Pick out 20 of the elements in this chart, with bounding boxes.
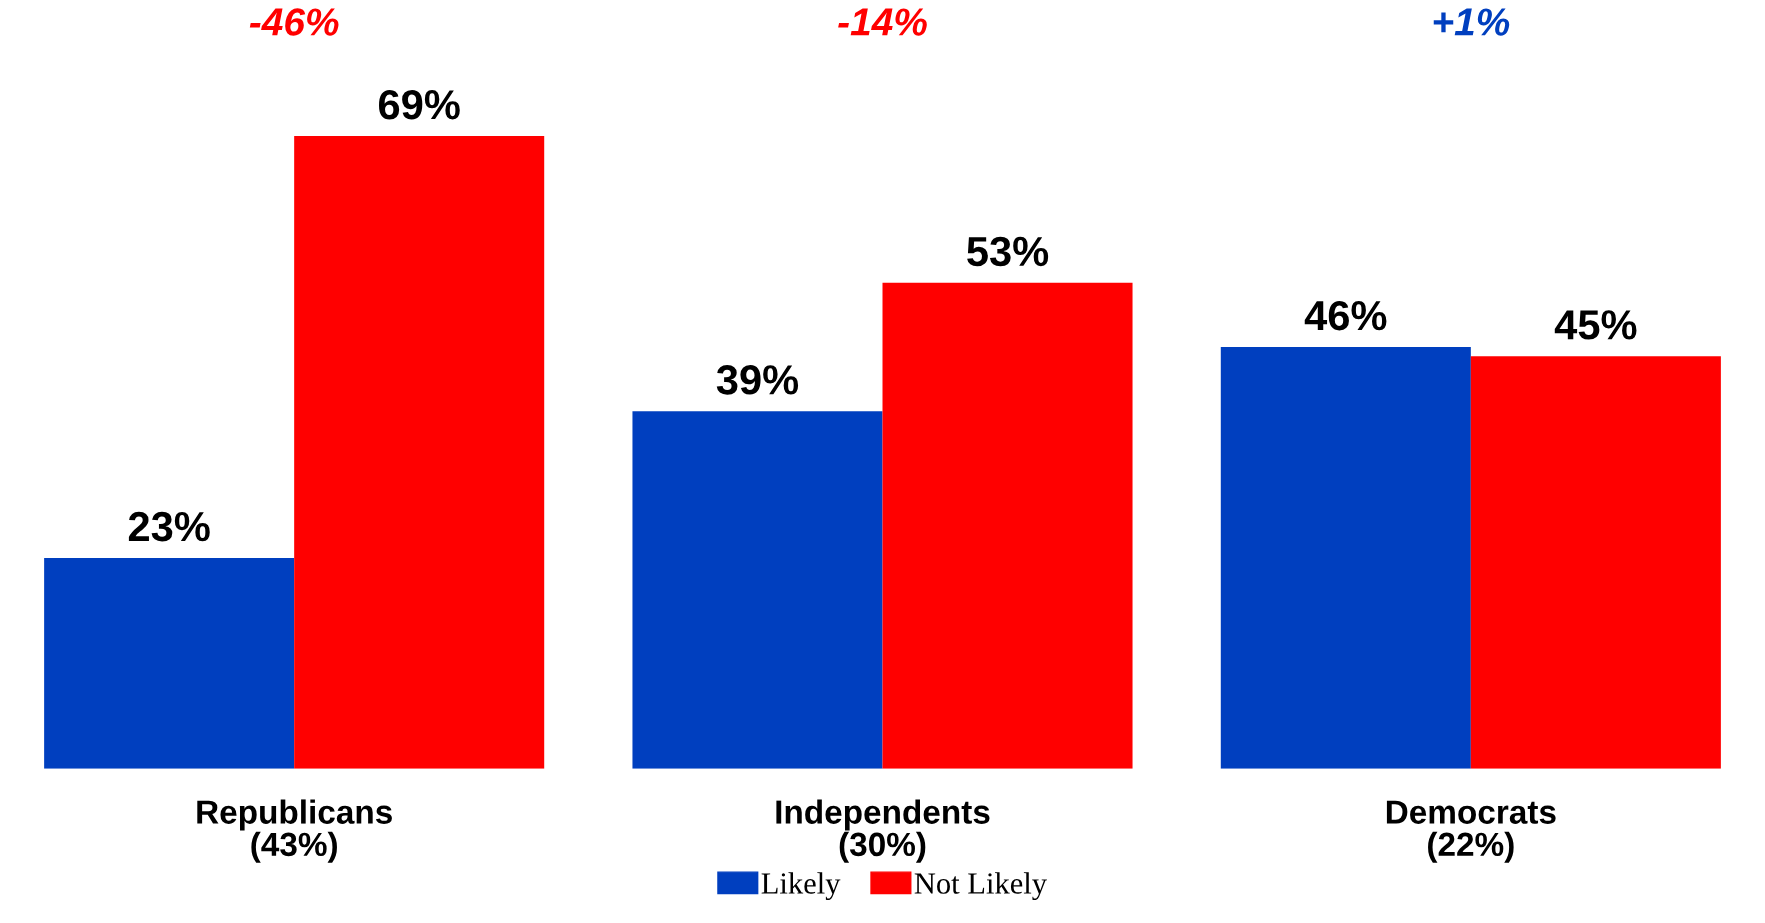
data-label: 69%: [379, 89, 460, 120]
data-label: 46%: [1304, 300, 1387, 331]
bar: [44, 557, 295, 769]
legend-label: Likely: [761, 872, 841, 901]
x-tick-label: Independents (30%): [776, 799, 990, 863]
legend-label: Not Likely: [914, 872, 1047, 901]
data-label: 39%: [716, 365, 799, 395]
bar: [1470, 356, 1721, 769]
text: -46%: [249, 8, 339, 36]
data-label: 23%: [128, 511, 210, 542]
data-label: 45%: [1554, 310, 1637, 340]
text: -14%: [838, 8, 927, 36]
data-label: 53%: [967, 236, 1049, 267]
bar: [294, 136, 545, 769]
x-tick-label: Democrats (22%): [1386, 800, 1556, 863]
text: +1%: [1433, 8, 1510, 36]
x-tick-label: Republicans (43%): [197, 799, 392, 863]
bar: [1220, 346, 1471, 769]
bar: [632, 411, 883, 769]
bar: [882, 282, 1133, 769]
